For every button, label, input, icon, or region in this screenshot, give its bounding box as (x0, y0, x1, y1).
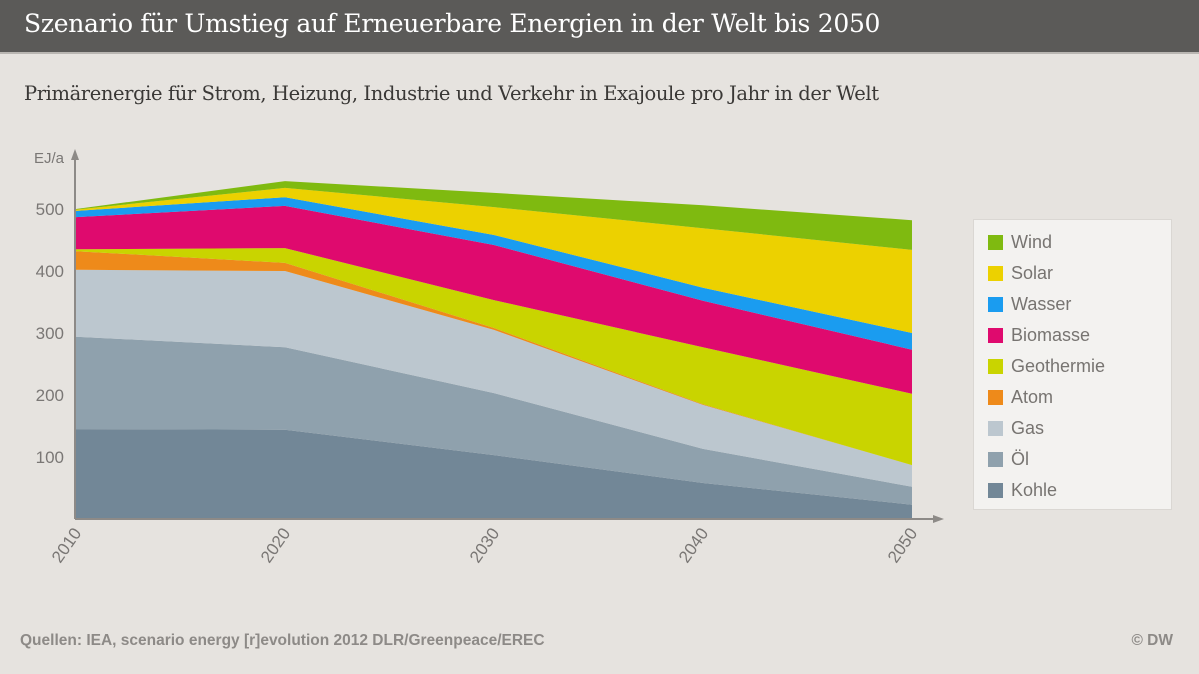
legend-swatch (988, 265, 1003, 281)
area-solar (76, 187, 912, 333)
legend-label: Geothermie (1011, 355, 1106, 376)
chart-title: Szenario für Umstieg auf Erneuerbare Ene… (24, 9, 881, 38)
legend-label: Solar (1011, 262, 1054, 283)
x-tick-label: 2030 (466, 524, 503, 566)
x-tick-label: 2020 (257, 524, 294, 566)
legend-item-biomasse: Biomasse (988, 324, 1090, 346)
area-kohle (76, 429, 912, 519)
y-tick-labels: 100 200 300 400 500 (36, 200, 64, 467)
chart-subtitle: Primärenergie für Strom, Heizung, Indust… (24, 82, 879, 105)
x-tick-label: 2050 (884, 524, 921, 566)
area-biomasse (76, 205, 912, 394)
legend-swatch (988, 296, 1003, 312)
y-tick-label: 100 (36, 448, 64, 467)
legend-item-wasser: Wasser (988, 293, 1071, 315)
y-tick-label: 400 (36, 262, 64, 281)
copyright-note: © DW (1131, 632, 1173, 649)
legend-label: Öl (1011, 448, 1029, 469)
x-tick-label: 2040 (675, 524, 712, 566)
legend-label: Wind (1011, 231, 1053, 252)
legend-label: Wasser (1011, 293, 1072, 314)
legend: Wind Solar Wasser Biomasse Geothermie Atom Gas… (973, 219, 1172, 510)
x-tick-label: 2010 (48, 524, 85, 566)
legend-swatch (988, 327, 1003, 343)
x-axis-arrow (933, 515, 944, 523)
y-tick-label: 500 (36, 200, 64, 219)
legend-label: Biomasse (1011, 324, 1091, 345)
area-wasser (76, 197, 912, 350)
area-wind (76, 181, 912, 250)
legend-label: Atom (1011, 386, 1054, 407)
legend-swatch (988, 451, 1003, 467)
legend-label: Kohle (1011, 479, 1058, 500)
area-layers (76, 181, 912, 519)
title-bar: Szenario für Umstieg auf Erneuerbare Ene… (0, 0, 1199, 54)
y-tick-label: 200 (36, 386, 64, 405)
y-axis-unit-label: EJ/a (34, 150, 65, 167)
legend-item-oel: Öl (988, 448, 1029, 470)
y-axis-arrow (71, 149, 79, 160)
source-note: Quellen: IEA, scenario energy [r]evoluti… (20, 632, 545, 649)
legend-swatch (988, 420, 1003, 436)
legend-item-wind: Wind (988, 231, 1052, 253)
legend-item-atom: Atom (988, 386, 1053, 408)
legend-label: Gas (1011, 417, 1045, 438)
area-oel (76, 336, 912, 505)
area-geothermie (76, 248, 912, 466)
y-tick-label: 300 (36, 324, 64, 343)
legend-item-gas: Gas (988, 417, 1044, 439)
legend-item-kohle: Kohle (988, 479, 1057, 501)
x-tick-labels: 2010 2020 2030 2040 2050 (48, 524, 921, 566)
legend-swatch (988, 482, 1003, 498)
legend-item-geothermie: Geothermie (988, 355, 1105, 377)
area-gas (76, 269, 912, 487)
legend-swatch (988, 234, 1003, 250)
legend-item-solar: Solar (988, 262, 1053, 284)
axes: EJ/a (34, 149, 944, 523)
legend-swatch (988, 389, 1003, 405)
legend-swatch (988, 358, 1003, 374)
